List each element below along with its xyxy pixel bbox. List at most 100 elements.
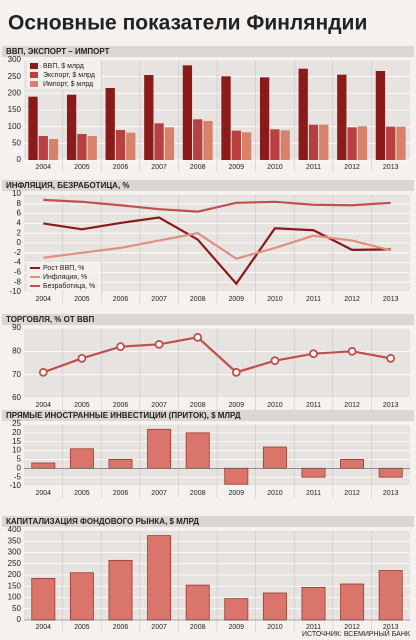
legend-label: Импорт, $ млрд bbox=[43, 81, 93, 88]
x-tick-label: 2009 bbox=[229, 164, 245, 171]
x-tick-label: 2013 bbox=[383, 296, 399, 303]
bar bbox=[31, 462, 56, 469]
x-tick-label: 2012 bbox=[344, 490, 360, 497]
bar bbox=[357, 126, 368, 160]
y-tick-label: 300 bbox=[8, 548, 22, 557]
x-tick-label: 2008 bbox=[190, 164, 206, 171]
bar bbox=[144, 75, 154, 160]
x-tick-label: 2013 bbox=[383, 402, 399, 409]
bar bbox=[108, 559, 133, 621]
x-tick-label: 2007 bbox=[151, 164, 167, 171]
x-tick-label: 2005 bbox=[74, 624, 90, 631]
y-tick-label: 80 bbox=[12, 346, 21, 355]
y-tick-label: 90 bbox=[12, 323, 21, 332]
bar bbox=[147, 428, 172, 469]
legend-swatch bbox=[30, 63, 38, 69]
line bbox=[43, 232, 391, 260]
x-tick-label: 2004 bbox=[36, 624, 52, 631]
bar bbox=[340, 459, 365, 469]
x-tick-label: 2007 bbox=[151, 490, 167, 497]
x-tick-label: 2011 bbox=[306, 296, 321, 303]
x-tick-label: 2004 bbox=[36, 402, 52, 409]
x-tick-label: 2005 bbox=[74, 490, 90, 497]
x-tick-label: 2008 bbox=[190, 624, 206, 631]
bar bbox=[28, 96, 38, 160]
bar bbox=[340, 583, 365, 621]
marker bbox=[347, 346, 357, 356]
x-tick-label: 2010 bbox=[267, 624, 283, 631]
legend-label: Безработица, % bbox=[43, 282, 95, 290]
legend-label: Инфляция, % bbox=[43, 274, 87, 281]
x-tick-label: 2011 bbox=[306, 490, 321, 497]
x-tick-label: 2005 bbox=[74, 164, 90, 171]
x-tick-label: 2006 bbox=[113, 164, 129, 171]
y-tick-label: 350 bbox=[8, 536, 22, 545]
x-tick-label: 2006 bbox=[113, 296, 129, 303]
y-tick-label: 400 bbox=[8, 525, 22, 534]
y-tick-label: 100 bbox=[8, 593, 22, 602]
bar bbox=[126, 132, 136, 160]
x-tick-label: 2007 bbox=[151, 296, 167, 303]
y-tick-label: -10 bbox=[9, 287, 21, 296]
x-tick-label: 2004 bbox=[36, 296, 52, 303]
legend-swatch bbox=[30, 81, 38, 87]
x-tick-label: 2009 bbox=[229, 402, 245, 409]
y-tick-label: -10 bbox=[9, 481, 21, 490]
bar bbox=[378, 570, 403, 621]
x-tick-label: 2004 bbox=[36, 164, 52, 171]
x-tick-label: 2009 bbox=[229, 624, 245, 631]
x-tick-label: 2006 bbox=[113, 490, 129, 497]
bar bbox=[185, 432, 210, 469]
marker bbox=[193, 332, 203, 342]
bar bbox=[185, 584, 210, 621]
bar bbox=[375, 71, 386, 160]
bar bbox=[378, 467, 403, 478]
y-tick-label: 200 bbox=[8, 570, 22, 579]
panel-title: ПРЯМЫЕ ИНОСТРАННЫЕ ИНВЕСТИЦИИ (ПРИТОК), … bbox=[6, 411, 241, 420]
legend-label: Рост ВВП, % bbox=[43, 265, 84, 272]
bar bbox=[38, 136, 48, 160]
bar bbox=[221, 76, 231, 160]
y-tick-label: 0 bbox=[17, 463, 22, 472]
bar bbox=[164, 127, 175, 160]
bar bbox=[280, 130, 290, 160]
y-tick-label: 0 bbox=[17, 615, 22, 624]
bar bbox=[298, 68, 308, 160]
x-tick-label: 2009 bbox=[229, 296, 245, 303]
x-tick-label: 2008 bbox=[190, 490, 206, 497]
bar bbox=[66, 94, 77, 160]
bar bbox=[69, 572, 94, 621]
x-tick-label: 2012 bbox=[344, 624, 360, 631]
y-tick-label: 150 bbox=[8, 581, 22, 590]
x-tick-label: 2005 bbox=[74, 402, 90, 409]
source: ИСТОЧНИК: ВСЕМИРНЫЙ БАНК bbox=[302, 629, 411, 638]
x-tick-label: 2011 bbox=[306, 402, 321, 409]
x-tick-label: 2012 bbox=[344, 164, 360, 171]
bar bbox=[147, 535, 172, 621]
x-tick-label: 2013 bbox=[383, 624, 399, 631]
y-tick-label: 0 bbox=[17, 155, 22, 164]
line bbox=[42, 336, 391, 374]
bar bbox=[193, 119, 203, 160]
bar bbox=[301, 467, 326, 478]
panel-title: ТОРГОВЛЯ, % ОТ ВВП bbox=[6, 315, 95, 324]
bar bbox=[241, 132, 252, 160]
marker bbox=[386, 353, 396, 363]
bar bbox=[224, 467, 249, 485]
y-tick-label: 20 bbox=[12, 428, 21, 437]
y-tick-label: 2 bbox=[17, 228, 22, 237]
panel-title: ВВП, ЭКСПОРТ – ИМПОРТ bbox=[6, 47, 110, 56]
legend-label: Экспорт, $ млрд bbox=[43, 72, 95, 79]
bar bbox=[203, 121, 213, 160]
bar bbox=[319, 124, 329, 160]
x-tick-label: 2012 bbox=[344, 402, 360, 409]
marker bbox=[77, 353, 87, 363]
page-title: Основные показатели Финляндии bbox=[8, 12, 367, 35]
x-tick-label: 2010 bbox=[267, 164, 283, 171]
y-tick-label: 0 bbox=[17, 238, 22, 247]
y-tick-label: 10 bbox=[12, 446, 21, 455]
x-tick-label: 2007 bbox=[151, 402, 167, 409]
y-tick-label: -5 bbox=[14, 472, 22, 481]
bar bbox=[308, 124, 319, 160]
